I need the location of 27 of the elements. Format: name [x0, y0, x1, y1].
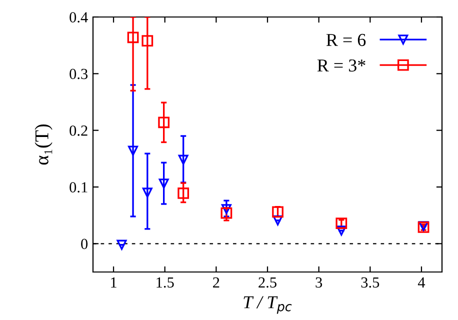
x-tick-label: 1.5: [156, 277, 174, 288]
point: [220, 207, 232, 219]
x-axis-title: T / T$_{pc}$: [244, 296, 292, 314]
x-tick-label: 2.5: [258, 277, 276, 288]
point: [116, 240, 127, 250]
y-tick-label: 0.1: [70, 182, 88, 193]
point: [178, 154, 188, 165]
x-tick-label: 4: [418, 277, 426, 288]
point: [142, 35, 154, 46]
point: [158, 116, 170, 128]
y-tick-label: 0.4: [70, 12, 88, 23]
legend-label: R = 3*: [317, 59, 366, 72]
x-tick-label: 2: [213, 277, 220, 288]
point: [142, 188, 152, 198]
point: [272, 215, 283, 226]
point: [127, 32, 139, 44]
x-tick-label: 1: [111, 277, 116, 288]
y-tick-label: 0.3: [70, 68, 88, 80]
point: [158, 178, 169, 189]
y-tick-label: 0: [81, 238, 88, 250]
legend-label: R = 6: [326, 34, 366, 46]
point: [178, 188, 190, 199]
point: [128, 146, 138, 156]
x-tick-label: 3.5: [361, 277, 380, 288]
y-tick-label: 0.2: [70, 125, 88, 136]
x-tick-label: 3: [316, 277, 322, 288]
y-axis-title: α₁(T): [34, 124, 52, 165]
